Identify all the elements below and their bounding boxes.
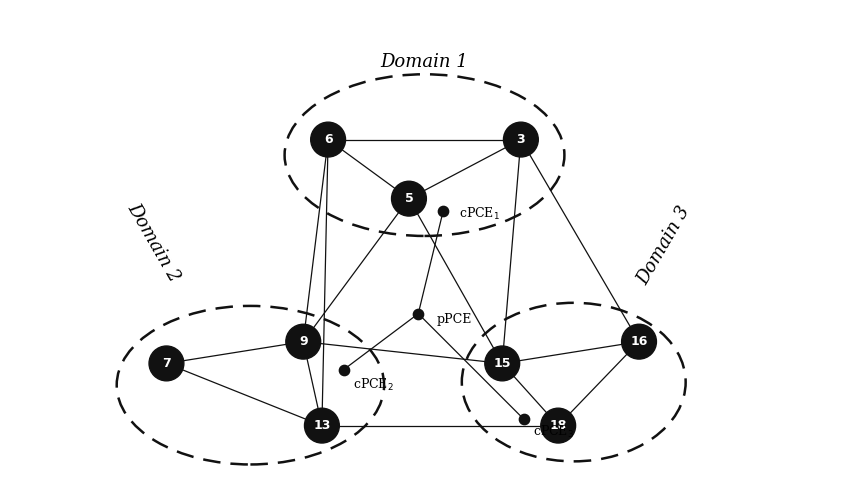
Circle shape: [305, 408, 340, 443]
Circle shape: [286, 324, 321, 359]
Text: 18: 18: [549, 419, 567, 432]
Text: cPCE$_3$: cPCE$_3$: [533, 424, 575, 440]
Point: [337, 366, 351, 374]
Circle shape: [391, 181, 426, 216]
Text: cPCE$_1$: cPCE$_1$: [458, 206, 500, 222]
Circle shape: [621, 324, 656, 359]
Circle shape: [503, 122, 538, 157]
Text: 13: 13: [313, 419, 330, 432]
Text: Domain 2: Domain 2: [124, 200, 183, 285]
Text: cPCE$_2$: cPCE$_2$: [353, 377, 394, 393]
Point: [436, 207, 450, 215]
Text: Domain 3: Domain 3: [634, 203, 694, 288]
Circle shape: [485, 346, 520, 381]
Text: pPCE: pPCE: [437, 313, 472, 326]
Text: 3: 3: [516, 133, 526, 146]
Text: Domain 1: Domain 1: [380, 53, 469, 71]
Circle shape: [311, 122, 346, 157]
Circle shape: [541, 408, 576, 443]
Circle shape: [149, 346, 184, 381]
Text: 7: 7: [162, 357, 171, 370]
Point: [517, 415, 531, 424]
Point: [412, 310, 425, 318]
Text: 9: 9: [299, 335, 307, 348]
Text: 5: 5: [405, 192, 413, 205]
Text: 15: 15: [493, 357, 511, 370]
Text: 6: 6: [323, 133, 333, 146]
Text: 16: 16: [630, 335, 648, 348]
